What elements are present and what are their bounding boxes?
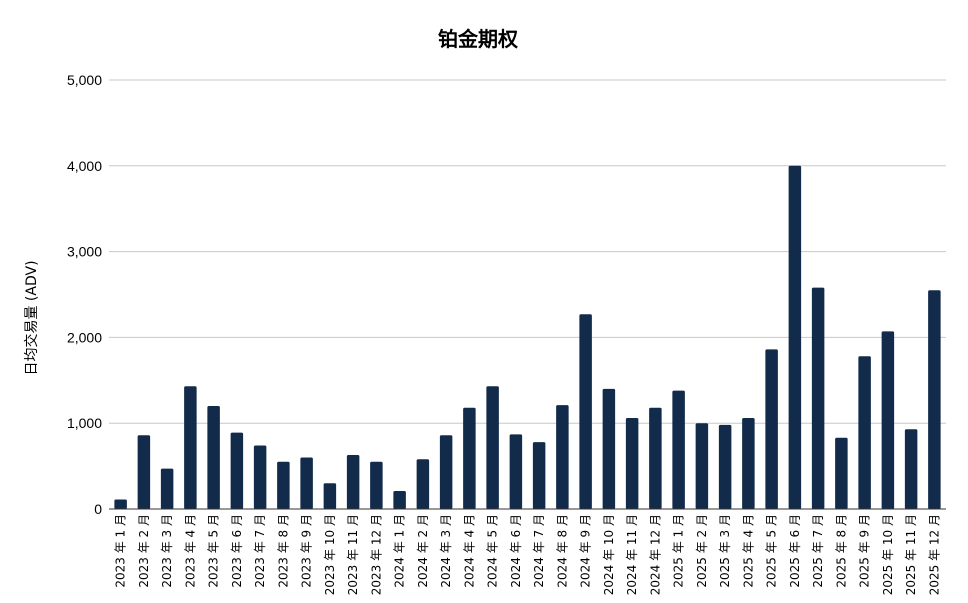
x-tick-label: 2024 年 9 月 (579, 514, 593, 588)
y-tick-label: 0 (94, 501, 102, 517)
x-tick-label: 2024 年 7 月 (532, 514, 546, 588)
bar (765, 349, 778, 509)
bar (904, 429, 918, 509)
bar (718, 424, 732, 509)
y-tick-label: 4,000 (67, 158, 102, 174)
x-tick-label: 2023 年 9 月 (300, 514, 314, 588)
x-tick-label: 2023 年 6 月 (230, 514, 244, 588)
bar (277, 461, 290, 509)
bar (184, 386, 197, 509)
bar (137, 435, 151, 509)
bar (323, 483, 337, 509)
bar (695, 423, 709, 509)
bar (835, 437, 848, 509)
x-tick-label: 2025 年 10 月 (881, 514, 895, 595)
x-tick-label: 2025 年 11 月 (904, 514, 918, 595)
x-tick-label: 2025 年 12 月 (927, 514, 941, 595)
y-tick-label: 5,000 (67, 72, 102, 88)
x-tick-label: 2024 年 4 月 (462, 514, 476, 588)
bar (346, 454, 360, 509)
bar (486, 386, 499, 509)
bar (253, 445, 267, 509)
x-tick-label: 2024 年 1 月 (393, 514, 407, 588)
x-tick-label: 2025 年 4 月 (741, 514, 755, 588)
x-tick-label: 2023 年 7 月 (253, 514, 267, 588)
y-axis-label: 日均交易量 (ADV) (23, 260, 40, 375)
x-tick-label: 2023 年 1 月 (114, 514, 128, 588)
bar (463, 407, 476, 509)
bar (602, 388, 616, 509)
x-tick-label: 2025 年 2 月 (695, 514, 709, 588)
x-tick-label: 2023 年 11 月 (346, 514, 360, 595)
bar (393, 490, 406, 509)
bar (811, 287, 825, 509)
y-tick-label: 3,000 (67, 244, 102, 260)
bar (672, 390, 685, 509)
y-tick-label: 1,000 (67, 415, 102, 431)
bar (370, 461, 383, 509)
x-tick-label: 2024 年 6 月 (509, 514, 523, 588)
bar (556, 405, 569, 509)
x-tick-label: 2025 年 9 月 (858, 514, 872, 588)
x-tick-label: 2025 年 6 月 (788, 514, 802, 588)
bar (160, 468, 174, 509)
bars (114, 165, 941, 510)
chart-title: 铂金期权 (438, 27, 519, 51)
bar (439, 435, 453, 509)
bar (532, 442, 546, 509)
x-tick-label: 2025 年 1 月 (672, 514, 686, 588)
bar (858, 356, 871, 509)
x-tick-label: 2025 年 5 月 (765, 514, 779, 588)
x-tick-label: 2023 年 5 月 (207, 514, 221, 588)
x-tick-label: 2024 年 10 月 (602, 514, 616, 595)
x-tick-label: 2023 年 10 月 (323, 514, 337, 595)
x-tick-label: 2023 年 12 月 (369, 514, 383, 595)
bar (114, 499, 127, 509)
bar (300, 457, 313, 509)
x-axis-ticks: 2023 年 1 月 2023 年 2 月 2023 年 3 月 2023 年 4 月… (114, 514, 942, 595)
bar (742, 418, 755, 509)
bar (509, 434, 523, 509)
x-tick-label: 2025 年 3 月 (718, 514, 732, 588)
bar (788, 165, 802, 510)
x-tick-label: 2023 年 8 月 (276, 514, 290, 588)
x-tick-label: 2024 年 8 月 (555, 514, 569, 588)
y-tick-label: 2,000 (67, 329, 102, 345)
bar (416, 459, 430, 509)
x-tick-label: 2024 年 2 月 (416, 514, 430, 588)
bar (649, 407, 662, 509)
x-tick-label: 2023 年 4 月 (183, 514, 197, 588)
x-tick-label: 2024 年 12 月 (648, 514, 662, 595)
y-axis-ticks: 0 1,000 2,000 3,000 4,000 5,000 (67, 72, 102, 517)
x-tick-label: 2024 年 5 月 (486, 514, 500, 588)
gridlines (109, 79, 946, 424)
x-tick-label: 2023 年 2 月 (137, 514, 151, 588)
x-tick-label: 2024 年 11 月 (625, 514, 639, 595)
bar (579, 314, 592, 509)
x-tick-label: 2025 年 7 月 (811, 514, 825, 588)
bar (625, 418, 639, 509)
bar (230, 432, 244, 509)
x-tick-label: 2024 年 3 月 (439, 514, 453, 588)
x-tick-label: 2023 年 3 月 (160, 514, 174, 588)
bar (928, 290, 941, 509)
bar (881, 331, 895, 509)
bar (207, 406, 220, 509)
x-tick-label: 2025 年 8 月 (834, 514, 848, 588)
